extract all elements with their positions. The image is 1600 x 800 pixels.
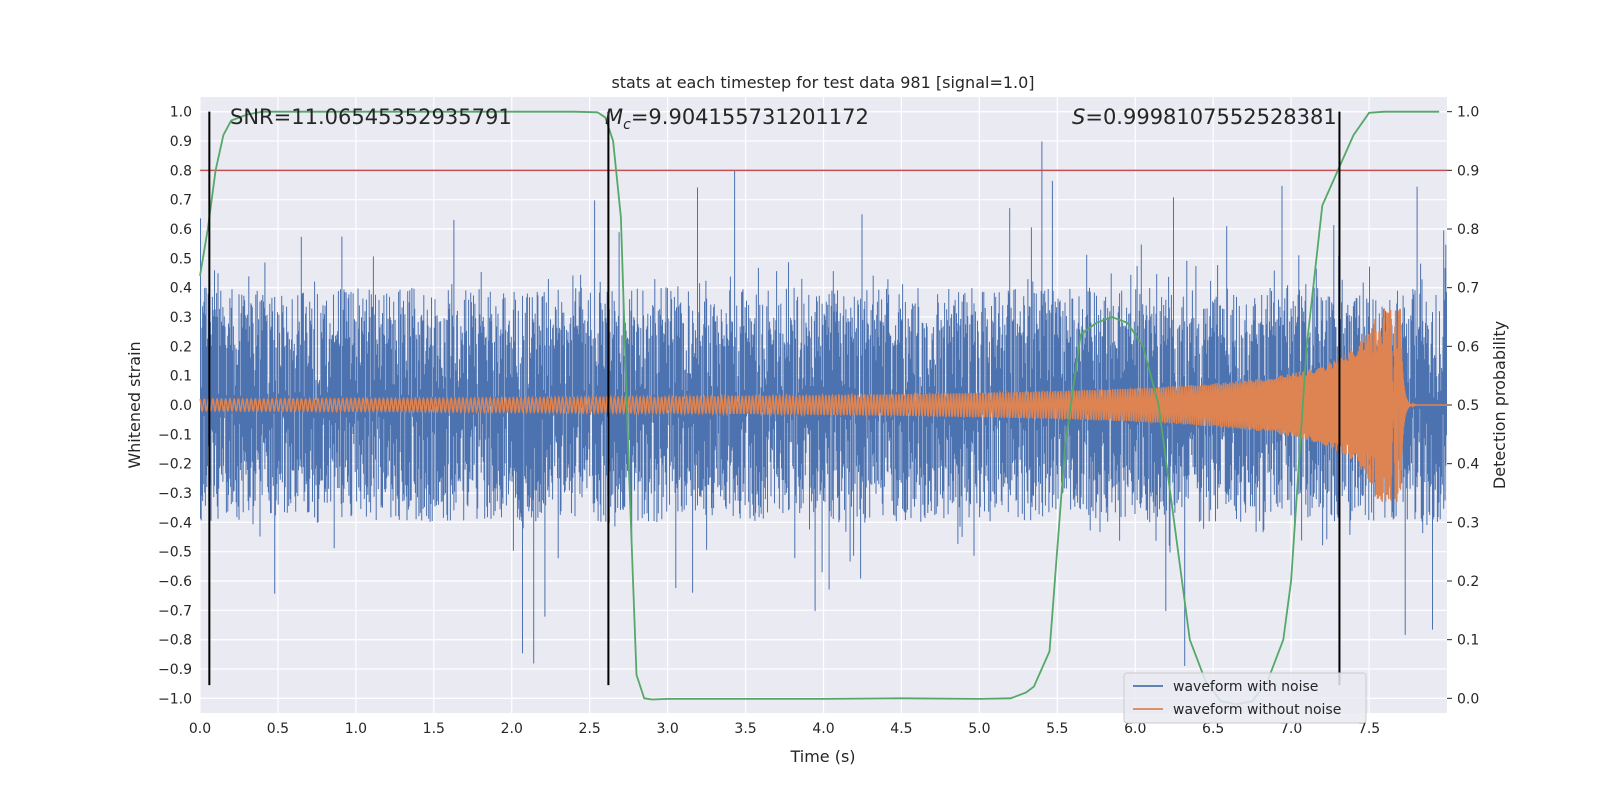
x-tick-label: 3.0 [656,721,678,737]
y-left-tick-label: −0.4 [158,515,192,531]
probability-trace [199,110,1440,706]
chirp-mass-annotation: Mc=9.904155731201172 [605,105,869,133]
y-left-tick-label: 1.0 [170,105,192,121]
x-tick-label: 1.5 [423,721,445,737]
x-tick-label: 4.0 [812,721,834,737]
y-right-tick-label: 0.2 [1457,574,1479,590]
y-right-tick-label: 0.5 [1457,398,1479,414]
x-tick-label: 7.0 [1280,721,1302,737]
y-left-tick-label: −0.6 [158,574,192,590]
y-left-tick-label: 0.0 [170,398,192,414]
y-right-tick-label: 0.1 [1457,633,1479,649]
significance-value: =0.9998107552528381 [1085,105,1336,129]
y-right-axis-ticks: 1.0 0.9 0.8 0.7 0.6 0.5 0.4 0.3 0.2 0.1 0.0 [1447,105,1479,707]
y-left-tick-label: 0.3 [170,310,192,326]
y-right-tick-label: 0.0 [1457,691,1479,707]
y-right-axis-label: Detection probability [1490,321,1509,489]
y-left-tick-label: 0.2 [170,339,192,355]
chirp-mass-subscript: c [623,117,631,133]
y-left-tick-label: −0.5 [158,545,192,561]
y-left-tick-label: −0.3 [158,486,192,502]
marker-lines [208,111,1341,686]
y-right-tick-label: 0.4 [1457,457,1479,473]
y-right-tick-label: 0.6 [1457,339,1479,355]
y-left-tick-label: −0.7 [158,603,192,619]
chart-title: stats at each timestep for test data 981… [611,73,1034,92]
y-right-tick-label: 1.0 [1457,105,1479,121]
x-tick-label: 1.0 [345,721,367,737]
x-tick-label: 7.5 [1358,721,1380,737]
legend-frame [1123,672,1367,724]
x-tick-label: 6.5 [1202,721,1224,737]
y-left-tick-label: 0.5 [170,251,192,267]
y-left-tick-label: −0.2 [158,457,192,473]
x-tick-label: 4.5 [890,721,912,737]
chirp-mass-symbol: M [605,105,623,129]
x-tick-label: 2.0 [501,721,523,737]
legend-label-clean: waveform without noise [1173,702,1341,718]
y-left-axis-ticks: 1.0 0.9 0.8 0.7 0.6 0.5 0.4 0.3 0.2 0.1 0.0 −0.1 −0.… [158,105,192,708]
y-left-tick-label: 0.9 [170,134,192,150]
series-waveform-without-noise [199,308,1447,502]
x-axis-label: Time (s) [789,747,855,766]
x-tick-label: 5.5 [1046,721,1068,737]
x-tick-label: 0.0 [189,721,211,737]
y-left-tick-label: −0.9 [158,662,192,678]
significance-annotation: S=0.9998107552528381 [1072,105,1337,129]
legend-label-noise: waveform with noise [1173,679,1318,695]
y-left-tick-label: 0.8 [170,163,192,179]
x-tick-label: 6.0 [1124,721,1146,737]
y-left-tick-label: 0.7 [170,193,192,209]
y-right-tick-label: 0.9 [1457,163,1479,179]
y-left-tick-label: 0.6 [170,222,192,238]
y-left-tick-label: −1.0 [158,691,192,707]
chirp-mass-value: =9.904155731201172 [631,105,869,129]
y-left-tick-label: 0.1 [170,369,192,385]
y-left-tick-label: −0.8 [158,633,192,649]
y-right-tick-label: 0.8 [1457,222,1479,238]
legend: waveform with noise waveform without noi… [1123,672,1367,724]
clean-trace [199,308,1447,502]
y-left-axis-label: Whitened strain [125,341,144,468]
significance-symbol: S [1072,105,1085,129]
x-axis-ticks: 0.0 0.5 1.0 1.5 2.0 2.5 3.0 3.5 4.0 4.5 5.0 5.5 6.0 6… [189,721,1380,737]
x-tick-label: 3.5 [734,721,756,737]
x-tick-label: 5.0 [968,721,990,737]
y-left-tick-label: −0.1 [158,427,192,443]
y-right-tick-label: 0.3 [1457,515,1479,531]
series-detection-probability [199,110,1440,706]
x-tick-label: 2.5 [579,721,601,737]
snr-annotation: SNR=11.06545352935791 [230,105,512,129]
x-tick-label: 0.5 [267,721,289,737]
y-left-tick-label: 0.4 [170,281,192,297]
y-right-tick-label: 0.7 [1457,281,1479,297]
